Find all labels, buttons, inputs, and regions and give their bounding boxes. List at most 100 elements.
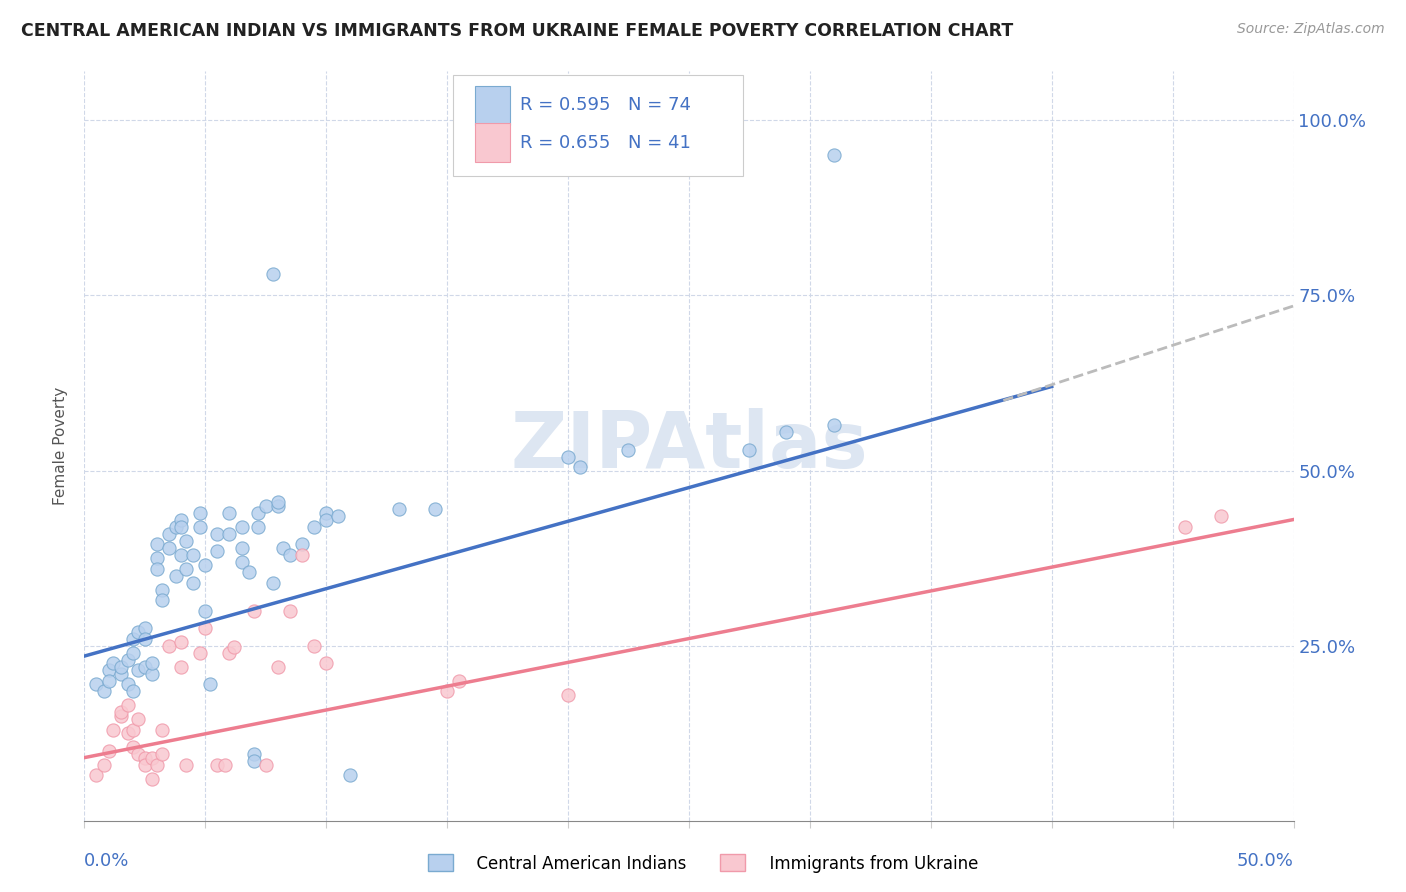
Point (302, 639, 325, 653)
Point (238, 565, 260, 579)
FancyBboxPatch shape (475, 86, 510, 125)
Point (291, 537, 314, 551)
Point (557, 688, 579, 702)
Point (110, 705, 132, 719)
Point (97, 743, 120, 757)
Point (267, 495, 290, 509)
Point (93, 757, 115, 772)
Point (117, 698, 139, 712)
Point (86, 768, 108, 782)
Point (218, 526, 240, 541)
Point (86, 677, 108, 691)
Point (134, 659, 156, 673)
Point (218, 646, 240, 660)
Point (165, 568, 187, 582)
Text: 50.0%: 50.0% (1237, 852, 1294, 871)
Point (141, 666, 163, 681)
Point (569, 460, 592, 475)
Point (254, 499, 277, 513)
Point (121, 646, 143, 660)
Point (97, 663, 120, 677)
Point (127, 712, 149, 726)
Point (242, 754, 264, 768)
Point (247, 519, 270, 533)
Point (267, 499, 290, 513)
Text: ZIPAtlas: ZIPAtlas (510, 408, 868, 484)
Point (150, 747, 173, 761)
Point (198, 677, 221, 691)
Point (315, 656, 337, 670)
Point (278, 603, 301, 617)
Point (121, 740, 143, 755)
Text: N = 74: N = 74 (628, 96, 692, 114)
Point (134, 750, 156, 764)
Point (231, 541, 253, 555)
Point (738, 442, 761, 457)
Point (141, 772, 163, 786)
Point (157, 541, 180, 555)
Point (207, 757, 229, 772)
Point (190, 519, 212, 533)
Point (315, 512, 337, 526)
Point (339, 768, 361, 782)
Point (117, 726, 139, 740)
FancyBboxPatch shape (475, 123, 510, 162)
Point (157, 526, 180, 541)
Point (194, 558, 217, 572)
Y-axis label: Female Poverty: Female Poverty (53, 387, 69, 505)
Point (278, 548, 301, 562)
Point (170, 635, 193, 649)
Point (271, 541, 294, 555)
Point (127, 747, 149, 761)
Point (207, 544, 229, 558)
Point (110, 708, 132, 723)
Text: 0.0%: 0.0% (84, 852, 129, 871)
Point (170, 512, 193, 526)
Point (174, 757, 197, 772)
Point (557, 450, 579, 464)
Point (262, 268, 284, 282)
Point (170, 659, 193, 673)
Point (146, 757, 169, 772)
Point (110, 666, 132, 681)
Point (150, 723, 173, 737)
Point (449, 673, 471, 688)
Point (254, 757, 277, 772)
Point (174, 561, 197, 575)
Point (150, 593, 173, 607)
Point (121, 723, 143, 737)
Point (302, 519, 325, 533)
Point (231, 555, 253, 569)
Point (157, 639, 180, 653)
Point (134, 632, 156, 646)
Point (436, 684, 458, 698)
Point (181, 575, 204, 590)
Point (262, 575, 284, 590)
Point (146, 537, 169, 551)
Point (141, 656, 163, 670)
Point (103, 723, 125, 737)
Point (291, 548, 314, 562)
Point (93, 684, 115, 698)
FancyBboxPatch shape (453, 75, 744, 177)
Point (103, 656, 125, 670)
Point (174, 533, 197, 548)
Point (121, 632, 143, 646)
Point (141, 750, 163, 764)
Point (170, 548, 193, 562)
Point (127, 663, 149, 677)
Point (194, 603, 217, 617)
Point (127, 624, 149, 639)
Point (146, 561, 169, 575)
Text: R = 0.595: R = 0.595 (520, 96, 610, 114)
Point (1209, 509, 1232, 524)
Point (315, 506, 337, 520)
Point (117, 677, 139, 691)
Text: Source: ZipAtlas.com: Source: ZipAtlas.com (1237, 22, 1385, 37)
Point (823, 148, 845, 162)
Point (170, 519, 193, 533)
Point (146, 551, 169, 566)
Point (1174, 519, 1197, 533)
Point (267, 659, 290, 673)
Point (214, 757, 236, 772)
